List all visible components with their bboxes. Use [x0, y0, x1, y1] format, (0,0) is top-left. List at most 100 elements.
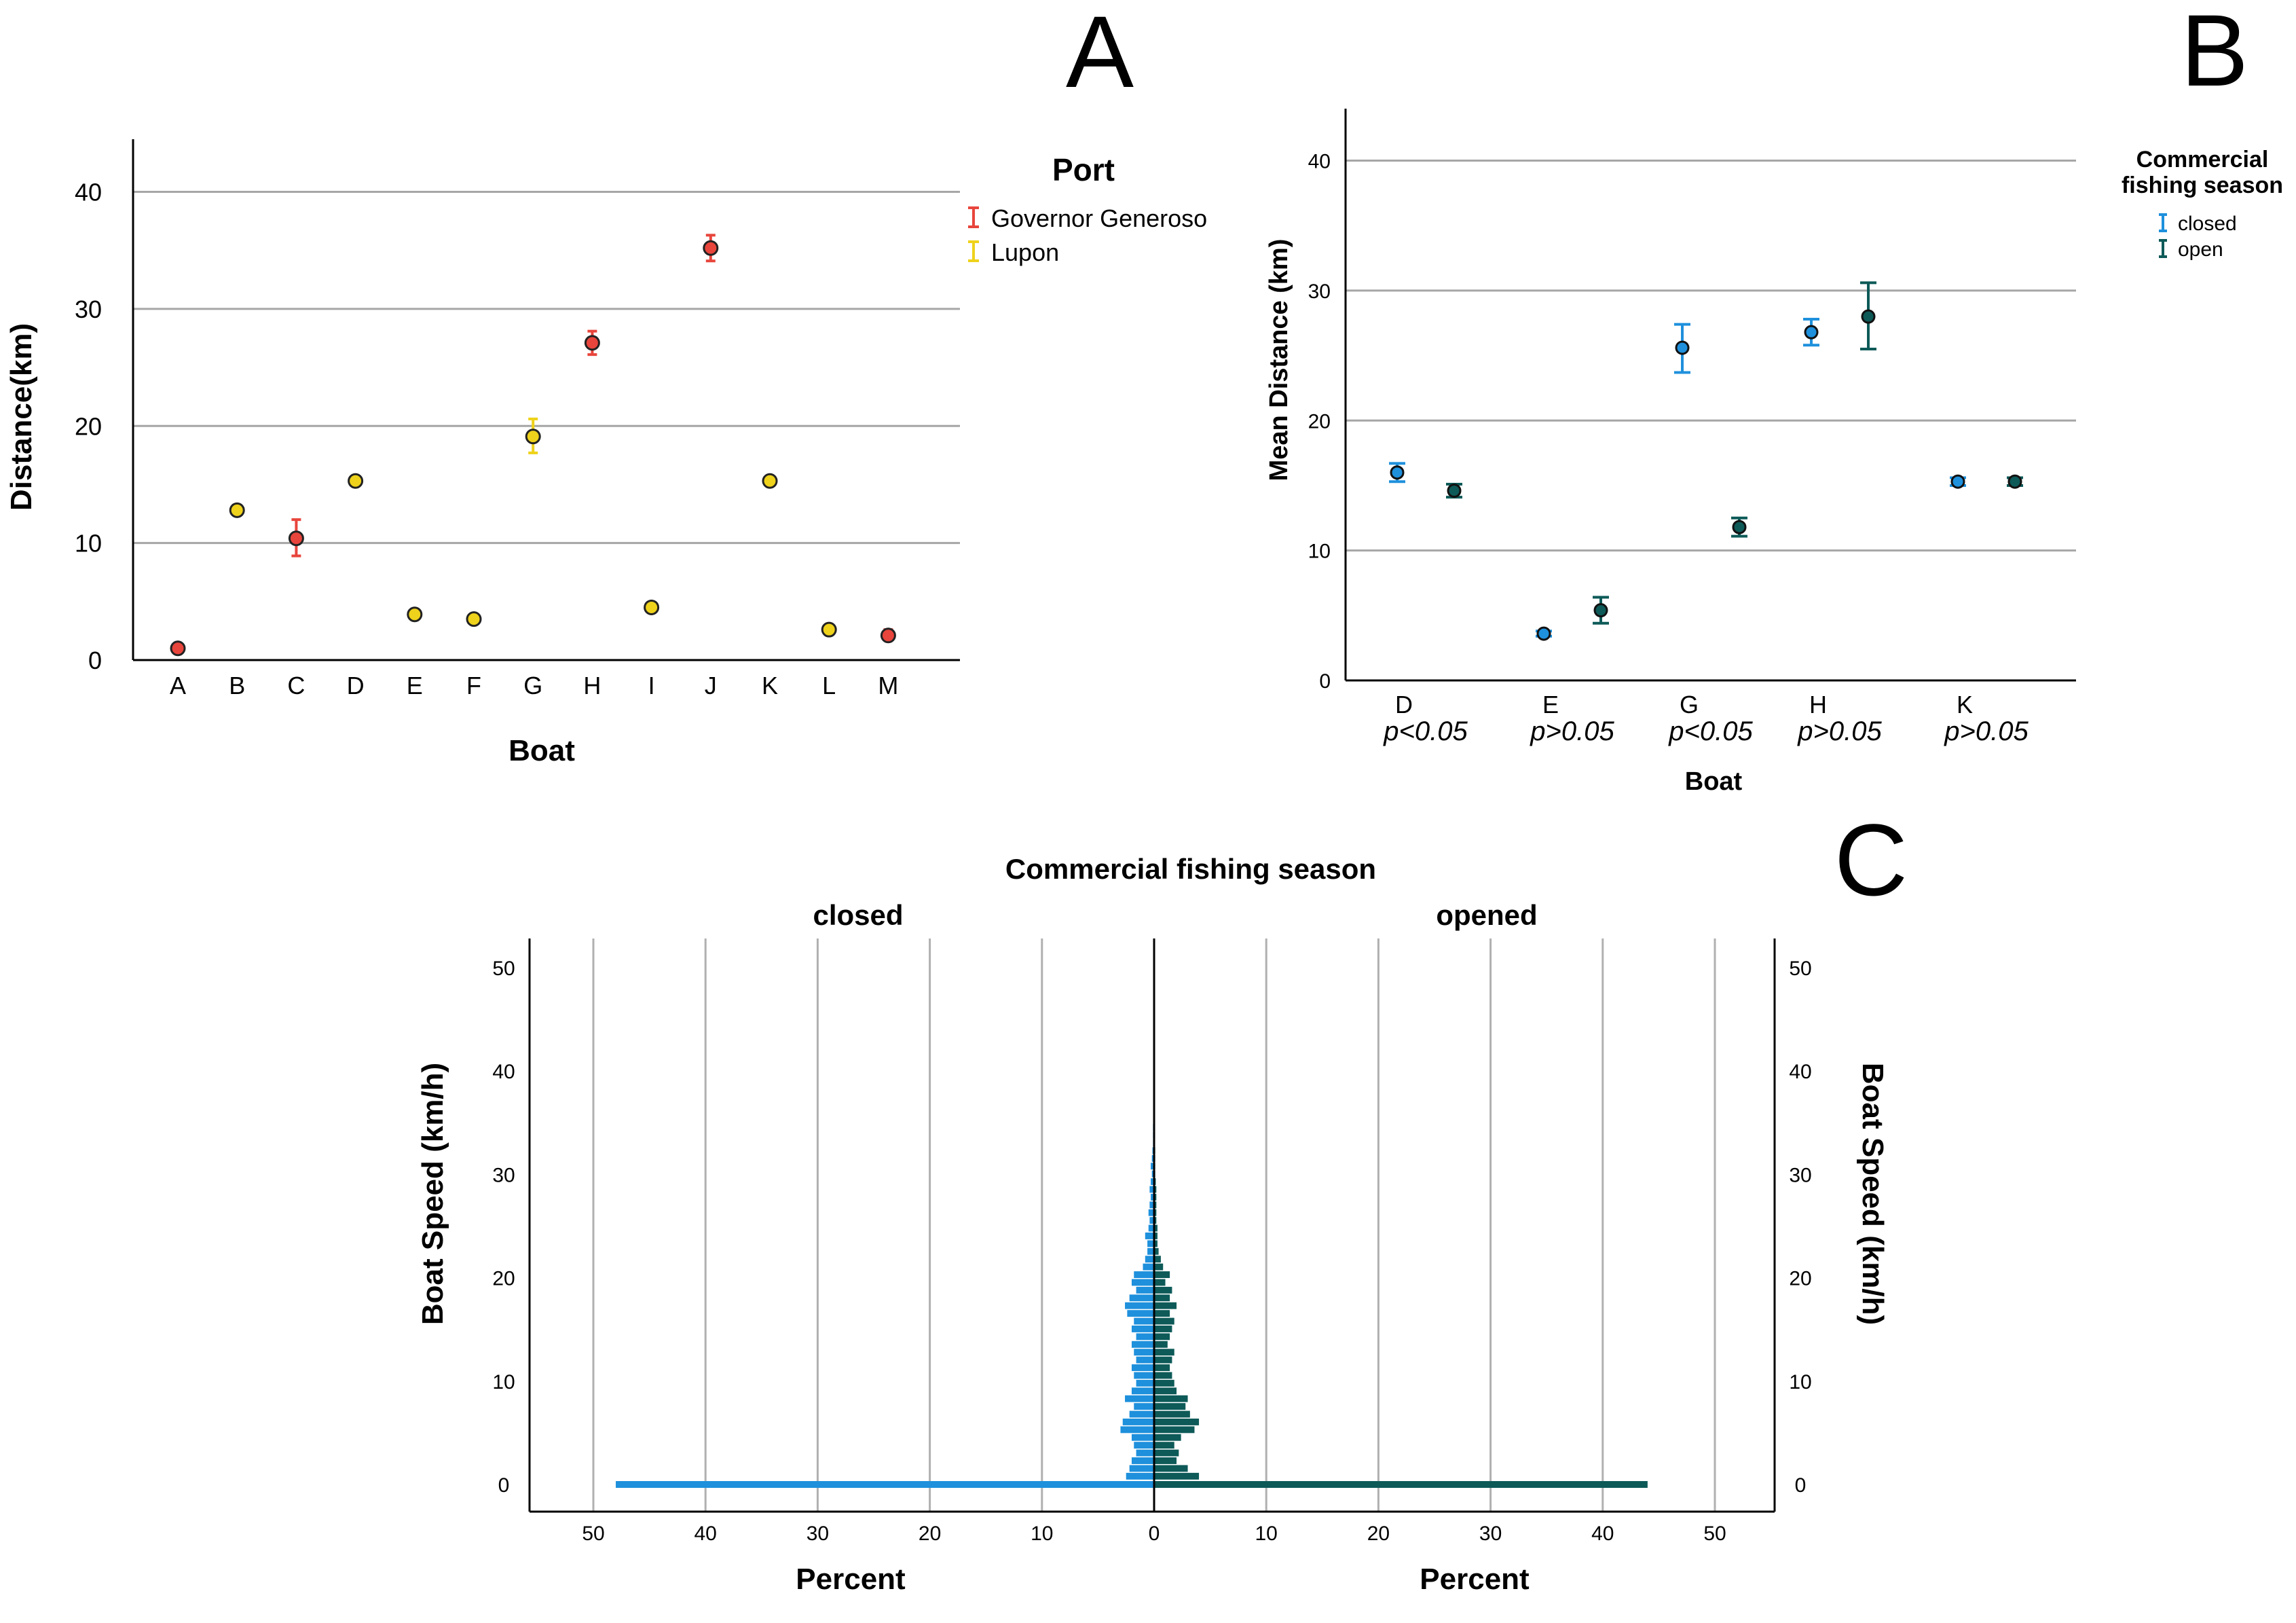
panel-c-bar-closed: [1149, 1186, 1154, 1193]
panel-c-bar-opened: [1154, 1465, 1188, 1472]
panel-c-bar-opened: [1154, 1395, 1188, 1402]
panel-b-legend-title-line1: Commercial: [2136, 147, 2269, 172]
panel-c-bar-closed: [1129, 1294, 1154, 1302]
panel-c-bar-opened: [1154, 1442, 1174, 1449]
panel-c-bar-opened: [1154, 1193, 1157, 1201]
panel-c-bar-closed: [1151, 1163, 1154, 1170]
panel-a-legend-title: Port: [1052, 152, 1115, 187]
panel-b-x-axis-title: Boat: [1685, 767, 1743, 796]
panel-b-open-point-G: [1732, 519, 1747, 534]
panel-b-y-tick-label: 20: [1308, 410, 1331, 433]
panel-c-bar-opened: [1154, 1457, 1177, 1464]
panel-b-closed-point-G: [1675, 340, 1690, 355]
panel-a-y-tick-label: 40: [75, 179, 102, 206]
panel-b-x-tick-label: D: [1395, 691, 1413, 718]
panel-a-x-tick-label: J: [705, 672, 717, 699]
panel-c-bar-opened: [1154, 1263, 1164, 1271]
panel-c-y-tick-label-left: 40: [492, 1061, 515, 1083]
panel-c-bar-closed: [1134, 1317, 1154, 1325]
panel-c-x-tick-label: 30: [1479, 1522, 1502, 1545]
panel-c-bar-opened: [1154, 1317, 1174, 1325]
panel-c-bar-closed: [1134, 1403, 1154, 1410]
panel-b-y-tick-label: 10: [1308, 541, 1331, 563]
panel-c-y-axis-title-left: Boat Speed (km/h): [416, 1063, 449, 1325]
panel-c-bar-closed: [1120, 1426, 1154, 1434]
panel-c-bar-closed: [1134, 1372, 1154, 1379]
panel-c-bar-closed: [1125, 1395, 1154, 1402]
panel-b-y-tick-label: 0: [1319, 670, 1331, 693]
panel-c-bar-closed: [1145, 1233, 1154, 1239]
panel-c-bar-closed: [1129, 1465, 1154, 1472]
panel-a-x-tick-label: G: [523, 672, 542, 699]
panel-b: B 010203040Dp<0.05Ep>0.05Gp<0.05Hp>0.05K…: [1265, 0, 2283, 796]
panel-b-legend: Commercial fishing season closed open: [2122, 147, 2283, 261]
panel-b-closed-point-D: [1390, 465, 1405, 480]
panel-c-y-tick-label-right: 50: [1789, 958, 1811, 980]
panel-c-y-tick-label-right: 40: [1789, 1061, 1811, 1083]
panel-c-bar-closed: [1136, 1286, 1154, 1294]
panel-a-point-M: [880, 627, 896, 644]
panel-c-x-tick-label: 30: [807, 1522, 829, 1545]
panel-c-bar-closed: [1127, 1310, 1154, 1317]
panel-c-bar-opened: [1154, 1247, 1159, 1255]
panel-c-bar-opened: [1154, 1256, 1161, 1263]
panel-b-legend-label: closed: [2178, 213, 2237, 235]
panel-a-x-tick-label: D: [347, 672, 365, 699]
panel-b-p-value-label: p>0.05: [1797, 716, 1882, 746]
panel-c-x-axis-title-right: Percent: [1420, 1563, 1530, 1596]
panel-c-x-tick-label: 50: [1703, 1522, 1726, 1545]
panel-a-point-C: [288, 530, 304, 547]
panel-c-bar-closed: [1147, 1247, 1154, 1255]
panel-c-bar-closed: [1131, 1341, 1154, 1348]
panel-b-open-point-H: [1861, 309, 1876, 324]
panel-c-bar-closed: [1148, 1224, 1154, 1232]
panel-c-bar-opened: [1154, 1434, 1181, 1441]
panel-b-p-value-label: p>0.05: [1944, 716, 2029, 746]
panel-c-y-tick-label-left: 20: [492, 1268, 515, 1290]
panel-c-bar-closed: [1151, 1170, 1154, 1178]
panel-c-bar-closed: [1147, 1240, 1154, 1247]
panel-a-y-tick-label: 30: [75, 295, 102, 323]
panel-a-x-tick-label: F: [466, 672, 481, 699]
panel-a-point-L: [821, 621, 837, 638]
panel-c-facet-opened: opened: [1436, 899, 1537, 931]
panel-a-x-tick-label: M: [878, 672, 898, 699]
panel-b-open-point-D: [1447, 484, 1462, 498]
panel-c-bar-closed: [1131, 1325, 1154, 1332]
panel-a-y-tick-label: 20: [75, 412, 102, 440]
panel-c-bar-closed: [1122, 1418, 1154, 1425]
panel-c-bar-closed: [1151, 1193, 1154, 1201]
panel-c-bar-closed: [1131, 1364, 1154, 1371]
panel-b-closed-point-E: [1536, 626, 1551, 641]
panel-c-bar-closed: [1129, 1410, 1154, 1418]
panel-a: A 0 10 20 30 40 A B C D E F G H I J K L M Boat Distance(k…: [5, 0, 1207, 767]
panel-a-x-tick-label: A: [170, 672, 186, 699]
panel-c-bar-closed: [1131, 1387, 1154, 1395]
panel-a-y-axis-title: Distance(km): [5, 323, 38, 511]
panel-a-point-J: [703, 240, 719, 256]
panel-c-y-axis-title-right: Boat Speed (km/h): [1856, 1063, 1889, 1325]
panel-c-bar-opened: [1154, 1310, 1170, 1317]
panel-c-bar-opened: [1154, 1418, 1200, 1425]
panel-c-bar-closed: [1136, 1379, 1154, 1387]
panel-c-x-axis-title-left: Percent: [796, 1563, 906, 1596]
panel-c-bar-closed: [1143, 1263, 1154, 1271]
panel-c-bar-closed: [1149, 1201, 1154, 1209]
panel-b-legend-label: open: [2178, 238, 2223, 261]
panel-c-letter: C: [1834, 803, 1908, 917]
panel-a-x-tick-label: B: [229, 672, 245, 699]
panel-c-title: Commercial fishing season: [1005, 853, 1376, 885]
panel-a-legend-label: Lupon: [991, 238, 1059, 266]
panel-b-x-tick-label: K: [1957, 691, 1973, 718]
panel-a-point-F: [466, 611, 482, 627]
panel-b-x-tick-label: H: [1809, 691, 1827, 718]
panel-c-bar-closed: [1134, 1349, 1154, 1356]
panel-b-y-axis-title: Mean Distance (km): [1265, 239, 1293, 481]
panel-c-bar-opened: [1154, 1286, 1172, 1294]
panel-c-bar-opened: [1154, 1209, 1157, 1216]
panel-c-bar-closed: [1145, 1256, 1154, 1263]
panel-c-bar-opened: [1154, 1302, 1177, 1309]
panel-b-p-value-label: p<0.05: [1383, 716, 1468, 746]
panel-c-bar-opened: [1154, 1403, 1186, 1410]
